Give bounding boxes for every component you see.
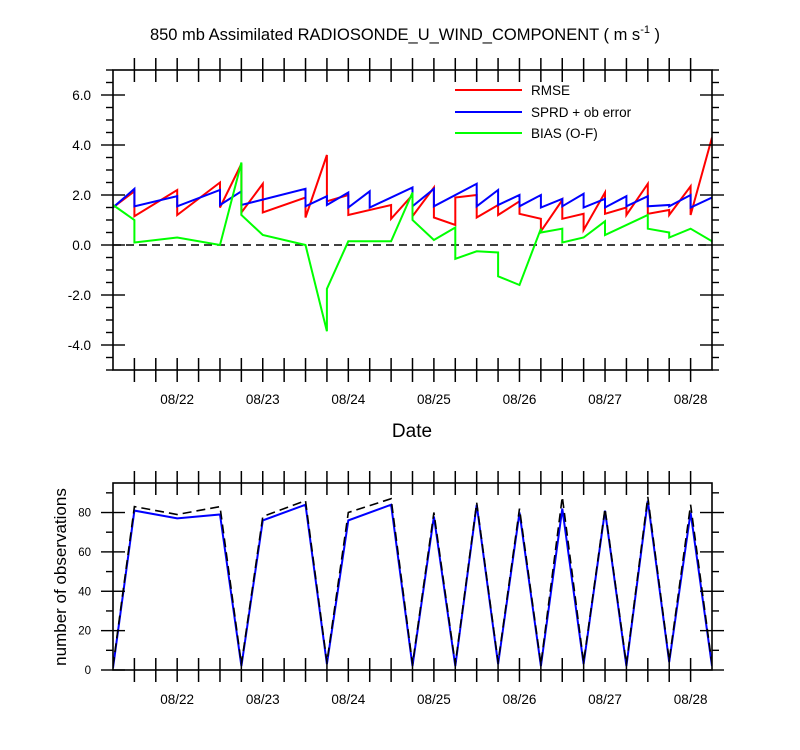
top-axes: 08/22 08/23 08/24 08/25 08/26 08/27 08/28 -4.0 -…: [68, 58, 724, 407]
y-tick-label: 0: [85, 665, 91, 677]
y-tick-label: 6.0: [72, 88, 91, 103]
y-tick-label: -2.0: [68, 288, 91, 303]
legend-item-bias: BIAS (O-F): [455, 126, 598, 141]
legend-label-sprd: SPRD + ob error: [531, 105, 632, 120]
x-tick-label: 08/26: [503, 692, 537, 707]
title-unit-exponent: -1: [640, 24, 650, 36]
title-main: 850 mb Assimilated RADIOSONDE_U_WIND_COM…: [150, 26, 599, 44]
bottom-axes: 08/22 08/23 08/24 08/25 08/26 08/27 08/28 0 20 40…: [78, 471, 724, 707]
x-tick-label: 08/24: [331, 392, 365, 407]
y-axis-label-observations: number of observations: [51, 488, 70, 666]
x-tick-label: 08/27: [588, 692, 622, 707]
top-plot-area: [113, 137, 712, 332]
x-tick-label: 08/27: [588, 392, 622, 407]
y-tick-label: 60: [78, 547, 91, 559]
x-tick-label: 08/22: [160, 692, 194, 707]
title-unit-end: ): [650, 26, 660, 44]
y-tick-label: 80: [78, 508, 91, 520]
legend-item-sprd: SPRD + ob error: [455, 105, 632, 120]
x-tick-label: 08/25: [417, 392, 451, 407]
x-axis-label: Date: [392, 421, 432, 442]
x-tick-label: 08/24: [331, 692, 365, 707]
y-tick-label: 20: [78, 626, 91, 638]
legend-label-bias: BIAS (O-F): [531, 126, 598, 141]
bottom-plot-area: [113, 496, 712, 669]
chart-title: 850 mb Assimilated RADIOSONDE_U_WIND_COM…: [150, 24, 660, 44]
y-tick-label: 40: [78, 586, 91, 598]
x-tick-label: 08/23: [246, 392, 280, 407]
title-unit: ( m s: [604, 26, 641, 44]
x-tick-label: 08/23: [246, 692, 280, 707]
legend-label-rmse: RMSE: [531, 83, 570, 98]
x-tick-label: 08/28: [674, 692, 708, 707]
y-tick-label: 0.0: [72, 238, 91, 253]
series-line-assimilated: [113, 500, 712, 669]
legend: RMSE SPRD + ob error BIAS (O-F): [455, 83, 632, 141]
y-tick-label: -4.0: [68, 338, 91, 353]
x-tick-label: 08/28: [674, 392, 708, 407]
series-line-bias-o-f: [113, 162, 712, 332]
y-tick-label: 2.0: [72, 188, 91, 203]
y-tick-label: 4.0: [72, 138, 91, 153]
x-tick-label: 08/26: [503, 392, 537, 407]
x-tick-label: 08/25: [417, 692, 451, 707]
legend-item-rmse: RMSE: [455, 83, 570, 98]
x-tick-label: 08/22: [160, 392, 194, 407]
